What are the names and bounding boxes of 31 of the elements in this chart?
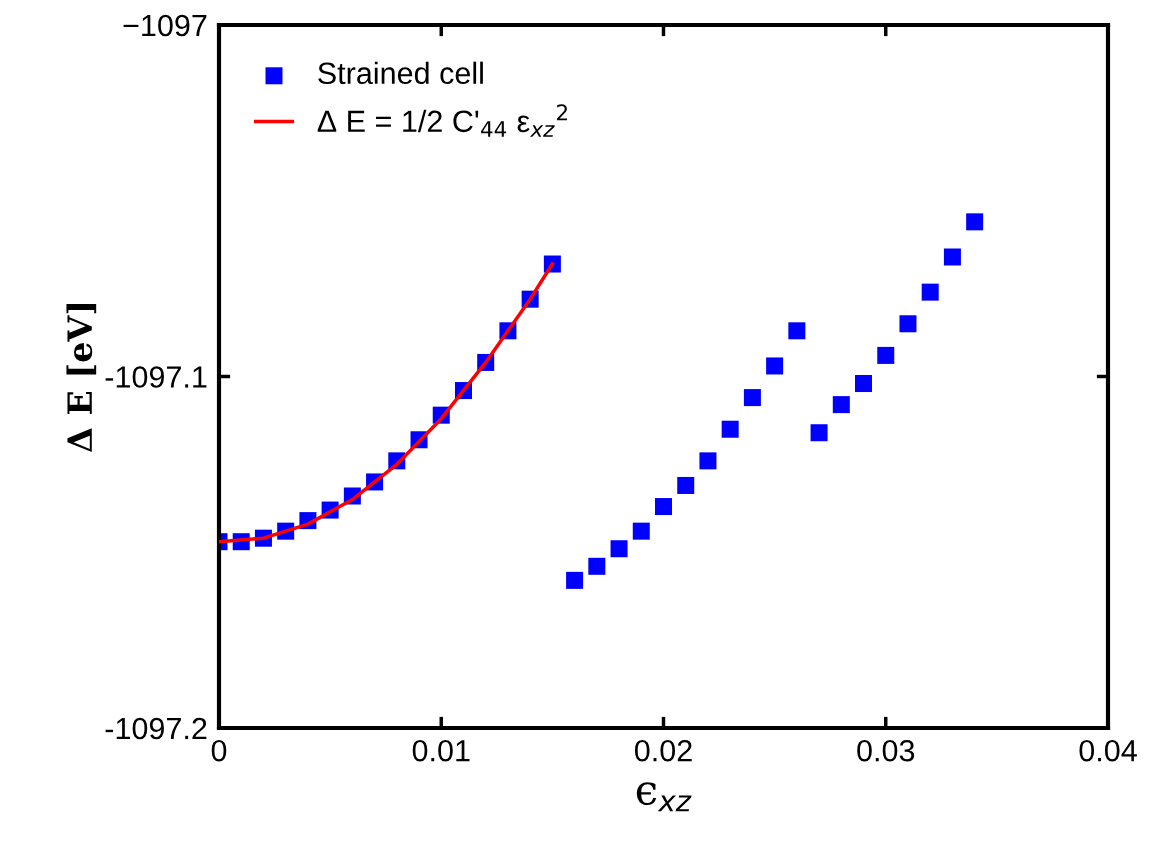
y-tick-label: -1097.2 [105, 717, 207, 740]
x-tick-label: 0.03 [857, 739, 915, 762]
y-tick-label: −1097 [123, 14, 207, 37]
point [788, 322, 806, 340]
point [632, 522, 650, 540]
point [699, 452, 717, 470]
point [921, 283, 939, 301]
x-tick-label: 0 [211, 739, 227, 762]
point [677, 476, 695, 494]
point [943, 248, 961, 266]
y-tick-label: -1097.1 [105, 366, 207, 388]
point [588, 557, 606, 575]
legend-label: Strained cell [318, 61, 483, 85]
point [899, 315, 917, 333]
x-tick-label: 0.01 [412, 739, 470, 762]
point [566, 571, 584, 589]
point [610, 540, 628, 558]
point [877, 346, 895, 364]
point [654, 498, 673, 516]
point [855, 375, 873, 393]
point [966, 213, 984, 231]
legend-label: Δ E = 1/2 C'$_{44}$ ε$_{xz}$$^{2}$ [317, 104, 567, 137]
x-tick-label: 0.04 [1079, 739, 1137, 762]
point [721, 420, 739, 438]
x-axis-title: ϵ$_{xz}$ [636, 782, 692, 812]
point [810, 424, 828, 442]
point [766, 357, 784, 375]
y-axis-title: Δ E [eV] [66, 304, 97, 453]
point [832, 396, 850, 414]
point [743, 389, 761, 407]
x-tick-label: 0.02 [634, 739, 692, 762]
